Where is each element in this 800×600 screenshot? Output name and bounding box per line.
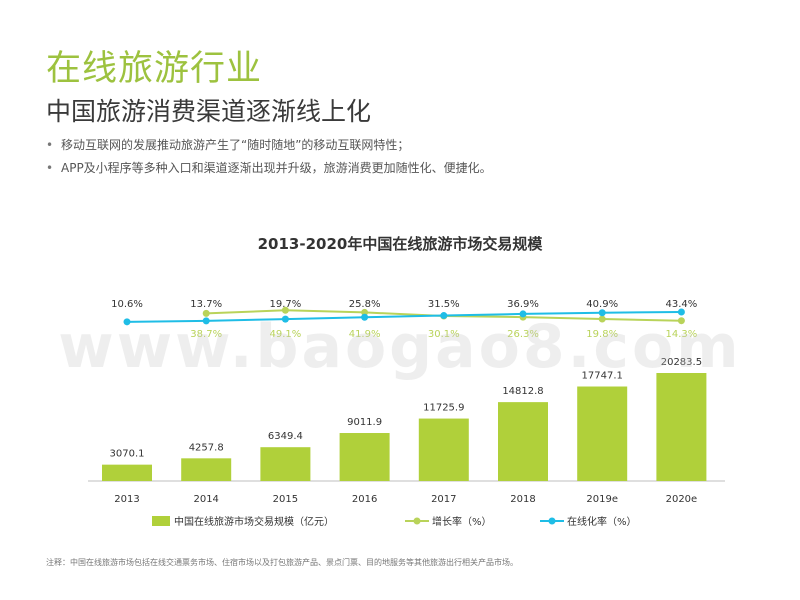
x-tick-label: 2019e bbox=[586, 494, 618, 505]
bullet-item: APP及小程序等多种入口和渠道逐渐出现并升级，旅游消费更加随性化、便捷化。 bbox=[46, 157, 492, 180]
bullet-item: 移动互联网的发展推动旅游产生了“随时随地”的移动互联网特性； bbox=[46, 134, 492, 157]
online-rate-label: 10.6% bbox=[111, 299, 143, 310]
bar-value-label: 11725.9 bbox=[423, 403, 464, 414]
growth-rate-point bbox=[598, 315, 606, 323]
bar-2016 bbox=[339, 433, 390, 481]
online-rate-point bbox=[519, 310, 527, 318]
x-tick-label: 2020e bbox=[666, 494, 698, 505]
bar-value-label: 6349.4 bbox=[268, 431, 303, 442]
bar-value-label: 9011.9 bbox=[347, 417, 382, 428]
slide-title: 在线旅游行业 bbox=[46, 49, 263, 89]
x-tick-label: 2015 bbox=[273, 494, 298, 505]
online-rate-point bbox=[361, 313, 369, 321]
growth-rate-label: 26.3% bbox=[507, 329, 539, 340]
bar-value-label: 17747.1 bbox=[582, 371, 623, 382]
x-tick-label: 2016 bbox=[352, 494, 377, 505]
slide-subtitle: 中国旅游消费渠道逐渐线上化 bbox=[46, 97, 372, 126]
growth-rate-point bbox=[361, 308, 369, 316]
chart-title: 2013-2020年中国在线旅游市场交易规模 bbox=[257, 235, 543, 253]
legend-bar-swatch bbox=[152, 516, 170, 526]
bar-2014 bbox=[181, 458, 232, 481]
x-tick-label: 2018 bbox=[510, 494, 535, 505]
online-rate-point bbox=[123, 318, 131, 326]
growth-rate-label: 30.1% bbox=[428, 329, 460, 340]
bar-2019e bbox=[577, 386, 628, 481]
legend-growth-marker bbox=[413, 517, 421, 525]
legend-online-label: 在线化率（%） bbox=[567, 515, 637, 528]
footnote: 注释：中国在线旅游市场包括在线交通票务市场、住宿市场以及打包旅游产品、景点门票、… bbox=[46, 558, 518, 567]
online-rate-point bbox=[202, 317, 210, 325]
x-tick-label: 2013 bbox=[114, 494, 139, 505]
x-tick-label: 2017 bbox=[431, 494, 456, 505]
bar-2020e bbox=[656, 373, 707, 481]
x-tick-label: 2014 bbox=[193, 494, 218, 505]
growth-rate-point bbox=[677, 317, 685, 325]
growth-rate-label: 19.8% bbox=[586, 329, 618, 340]
online-rate-label: 19.7% bbox=[270, 299, 302, 310]
online-rate-label: 25.8% bbox=[349, 299, 381, 310]
bar-2013 bbox=[102, 464, 152, 481]
legend-growth-label: 增长率（%） bbox=[432, 515, 492, 528]
online-rate-line bbox=[126, 310, 682, 323]
online-rate-point bbox=[598, 309, 606, 317]
growth-rate-point bbox=[202, 309, 210, 317]
legend-online-marker bbox=[548, 517, 556, 525]
bar-value-label: 20283.5 bbox=[661, 357, 702, 368]
online-rate-label: 40.9% bbox=[586, 299, 618, 310]
online-rate-label: 43.4% bbox=[666, 299, 698, 310]
online-rate-label: 36.9% bbox=[507, 299, 539, 310]
growth-rate-point bbox=[281, 306, 289, 314]
bar-2018 bbox=[498, 402, 548, 481]
growth-rate-label: 38.7% bbox=[190, 329, 222, 340]
bullet-list: 移动互联网的发展推动旅游产生了“随时随地”的移动互联网特性； APP及小程序等多… bbox=[46, 134, 492, 180]
online-rate-point bbox=[281, 315, 289, 323]
bar-2015 bbox=[260, 447, 311, 481]
growth-rate-label: 49.1% bbox=[270, 329, 302, 340]
bar-value-label: 14812.8 bbox=[502, 386, 543, 397]
online-rate-label: 31.5% bbox=[428, 299, 460, 310]
online-rate-point bbox=[440, 312, 448, 320]
online-rate-label: 13.7% bbox=[190, 299, 222, 310]
bar-2017 bbox=[418, 418, 469, 481]
legend-bar-label: 中国在线旅游市场交易规模（亿元） bbox=[174, 515, 334, 528]
bar-value-label: 3070.1 bbox=[110, 449, 145, 460]
bar-value-label: 4257.8 bbox=[189, 442, 224, 453]
growth-rate-label: 14.3% bbox=[666, 329, 698, 340]
online-rate-point bbox=[677, 308, 685, 316]
growth-rate-label: 41.9% bbox=[349, 329, 381, 340]
